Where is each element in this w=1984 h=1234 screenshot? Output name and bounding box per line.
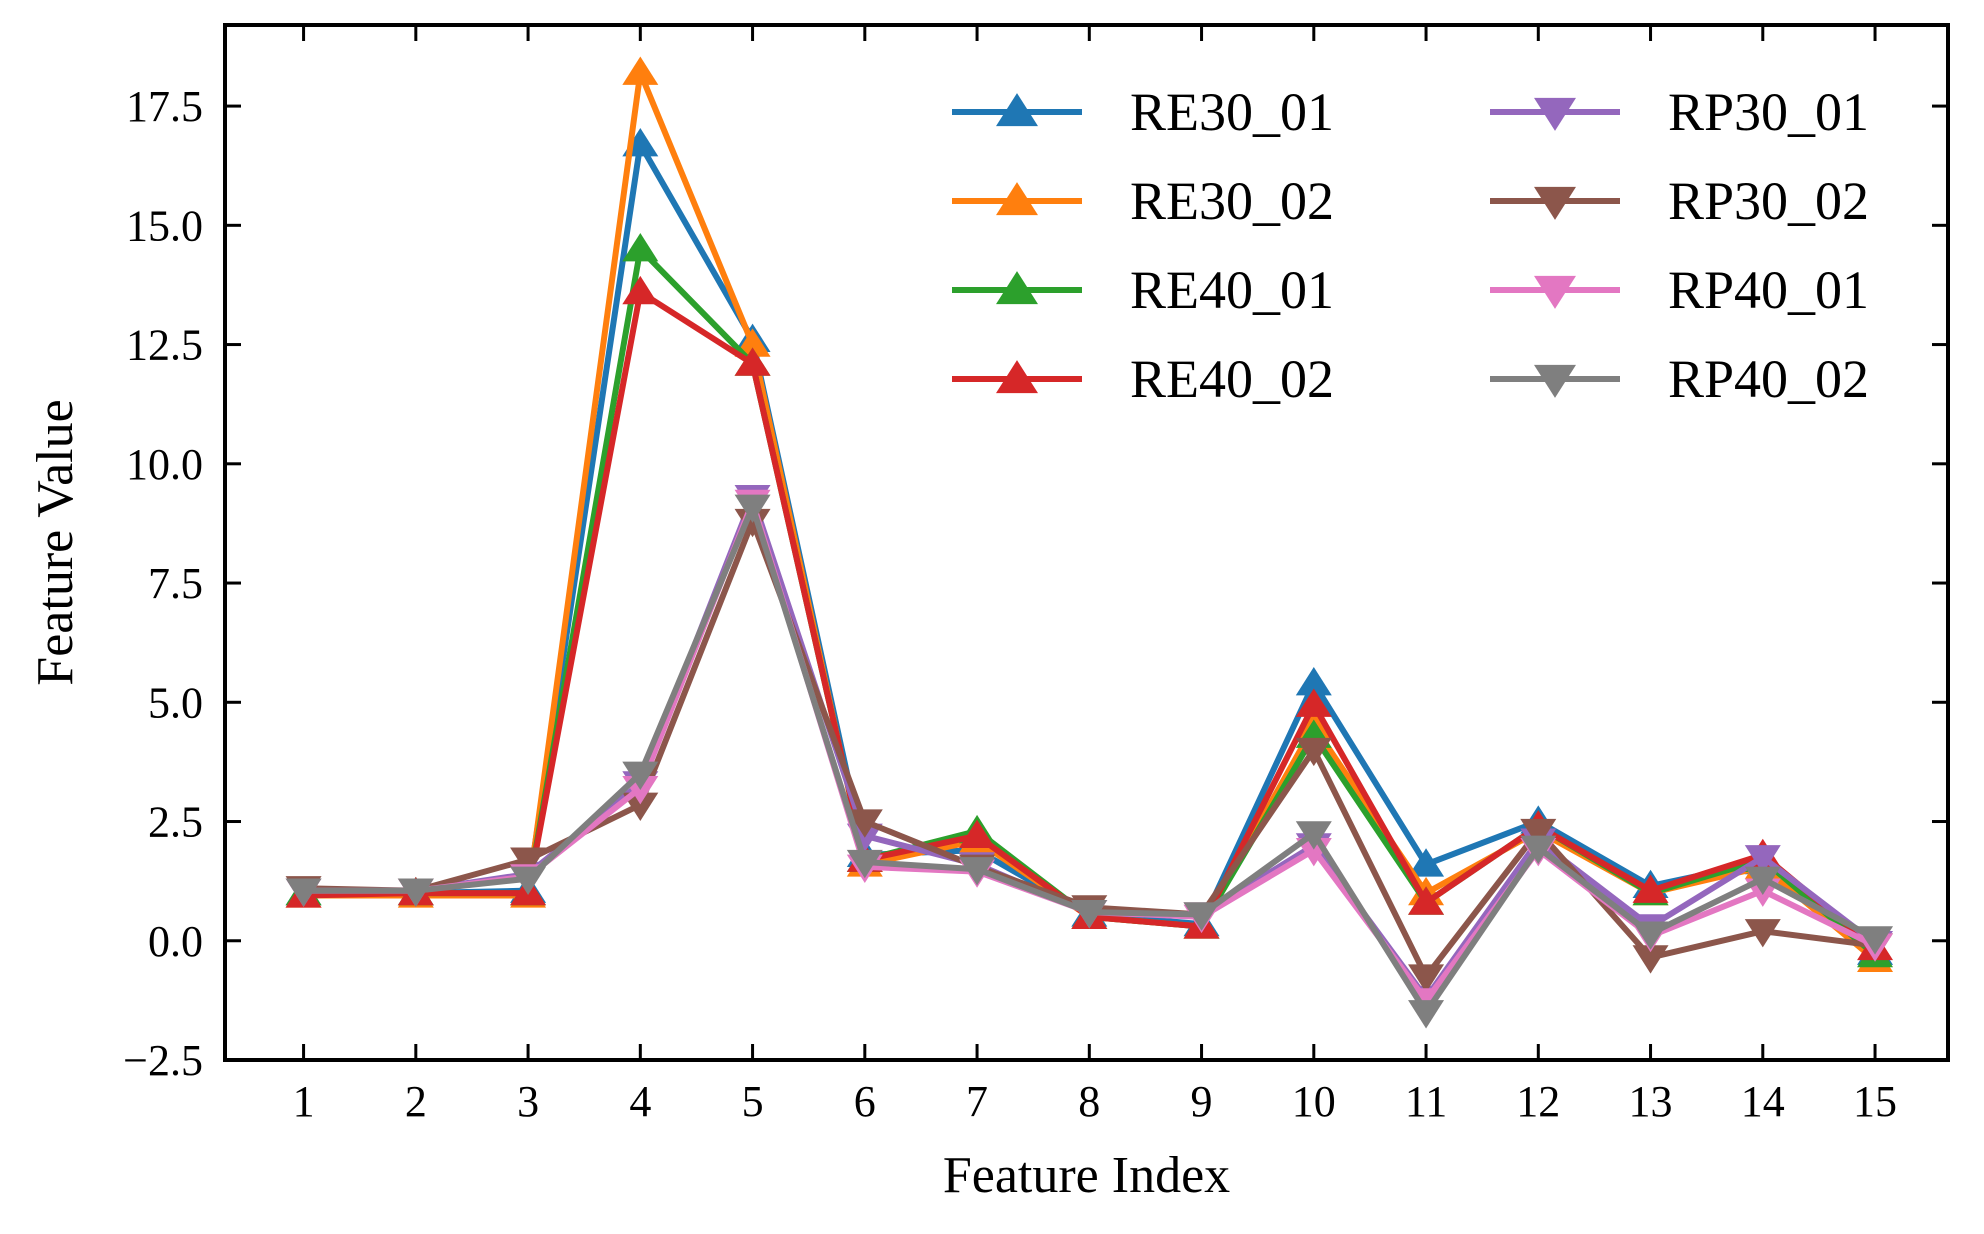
x-tick-label: 14 (1741, 1077, 1785, 1126)
legend-label: RP40_01 (1668, 260, 1869, 320)
y-tick-label: 10.0 (126, 440, 203, 489)
series-point (510, 847, 547, 876)
series-point (1295, 667, 1332, 696)
legend-swatch-marker (1534, 364, 1576, 398)
series-point (1408, 1000, 1445, 1029)
x-axis-label: Feature Index (943, 1147, 1230, 1204)
series-point (1632, 921, 1669, 950)
plot-frame (223, 23, 1950, 1062)
series-point (1744, 919, 1781, 948)
series-point (510, 866, 547, 895)
series-point (1183, 902, 1220, 931)
legend-item: RP40_01 (1490, 260, 1869, 320)
series-point (1632, 945, 1669, 974)
x-tick-label: 6 (854, 1077, 876, 1126)
x-tick-label: 15 (1853, 1077, 1897, 1126)
series-point (622, 275, 659, 305)
x-tick-label: 8 (1078, 1077, 1100, 1126)
legend-swatch-marker (1534, 186, 1576, 220)
series-RP40_02 (285, 494, 1894, 1029)
legend-label: RP30_01 (1668, 82, 1869, 142)
series-point (734, 494, 771, 523)
data-marks (285, 56, 1894, 1029)
series-point (622, 232, 659, 262)
legend-item: RE40_01 (952, 260, 1334, 320)
series-point (1520, 835, 1557, 864)
series-point (285, 878, 322, 907)
series-point (622, 761, 659, 791)
series-point (622, 56, 659, 85)
series-point (1295, 688, 1332, 717)
y-tick-label: −2.5 (123, 1036, 203, 1085)
legend-item: RE40_02 (952, 349, 1334, 409)
legend-swatch-marker (996, 360, 1038, 394)
legend-swatch-marker (996, 93, 1038, 127)
y-tick-label: 15.0 (126, 201, 203, 250)
y-tick-label: 7.5 (148, 559, 203, 608)
legend-item: RE30_01 (952, 82, 1334, 142)
axis-ticks: 1 2 3 4 5 6 7 8 9 10 11 12 13 14 15−2.50.02.55.07.510.… (123, 25, 1948, 1126)
x-tick-label: 7 (966, 1077, 988, 1126)
x-tick-label: 11 (1405, 1077, 1447, 1126)
series-line (303, 503, 1877, 1016)
series-point (1632, 874, 1669, 903)
series-point (734, 508, 771, 538)
y-tick-label: 2.5 (148, 798, 203, 847)
legend-swatch-marker (1534, 97, 1576, 131)
legend-label: RE30_01 (1130, 82, 1334, 142)
y-axis-label: Feature Value (27, 399, 84, 685)
x-tick-label: 5 (742, 1077, 764, 1126)
legend-item: RE30_02 (952, 171, 1334, 231)
x-tick-label: 4 (629, 1077, 651, 1126)
series-point (1857, 926, 1894, 955)
series-point (1744, 866, 1781, 895)
x-tick-label: 13 (1629, 1077, 1673, 1126)
series-point (959, 857, 996, 886)
series-point (734, 347, 771, 376)
legend-item: RP40_02 (1490, 349, 1869, 409)
x-tick-label: 9 (1191, 1077, 1213, 1126)
x-tick-label: 12 (1516, 1077, 1560, 1126)
y-tick-label: 12.5 (126, 321, 203, 370)
series-point (1408, 886, 1445, 915)
x-tick-label: 2 (405, 1077, 427, 1126)
series-point (1295, 737, 1332, 767)
series-point (1408, 964, 1445, 993)
legend-item: RP30_02 (1490, 171, 1869, 231)
x-tick-label: 1 (293, 1077, 315, 1126)
series-RE30_02 (285, 56, 1894, 972)
x-tick-label: 10 (1292, 1077, 1336, 1126)
series-point (734, 328, 771, 357)
series-RE30_01 (285, 128, 1894, 965)
y-tick-label: 17.5 (126, 82, 203, 131)
y-tick-label: 0.0 (148, 917, 203, 966)
series-point (1408, 848, 1445, 877)
series-point (1520, 818, 1557, 848)
legend: RE30_01 RE30_02 RE40_01 RE40_02 RP30_01 RP30_… (952, 82, 1869, 409)
y-tick-label: 5.0 (148, 678, 203, 727)
series-point (1295, 821, 1332, 850)
x-tick-label: 3 (517, 1077, 539, 1126)
series-point (622, 792, 659, 822)
legend-label: RE30_02 (1130, 171, 1334, 231)
legend-swatch-marker (996, 271, 1038, 305)
series-point (1744, 845, 1781, 874)
series-point (846, 809, 883, 838)
series-point (846, 849, 883, 879)
legend-swatch-marker (1534, 275, 1576, 309)
legend-label: RE40_01 (1130, 260, 1334, 320)
series-point (397, 878, 434, 907)
series-point (1071, 899, 1108, 929)
legend-label: RP40_02 (1668, 349, 1869, 409)
legend-swatch-marker (996, 182, 1038, 216)
series-point (959, 819, 996, 848)
legend-label: RP30_02 (1668, 171, 1869, 231)
legend-label: RE40_02 (1130, 349, 1334, 409)
legend-item: RP30_01 (1490, 82, 1869, 142)
